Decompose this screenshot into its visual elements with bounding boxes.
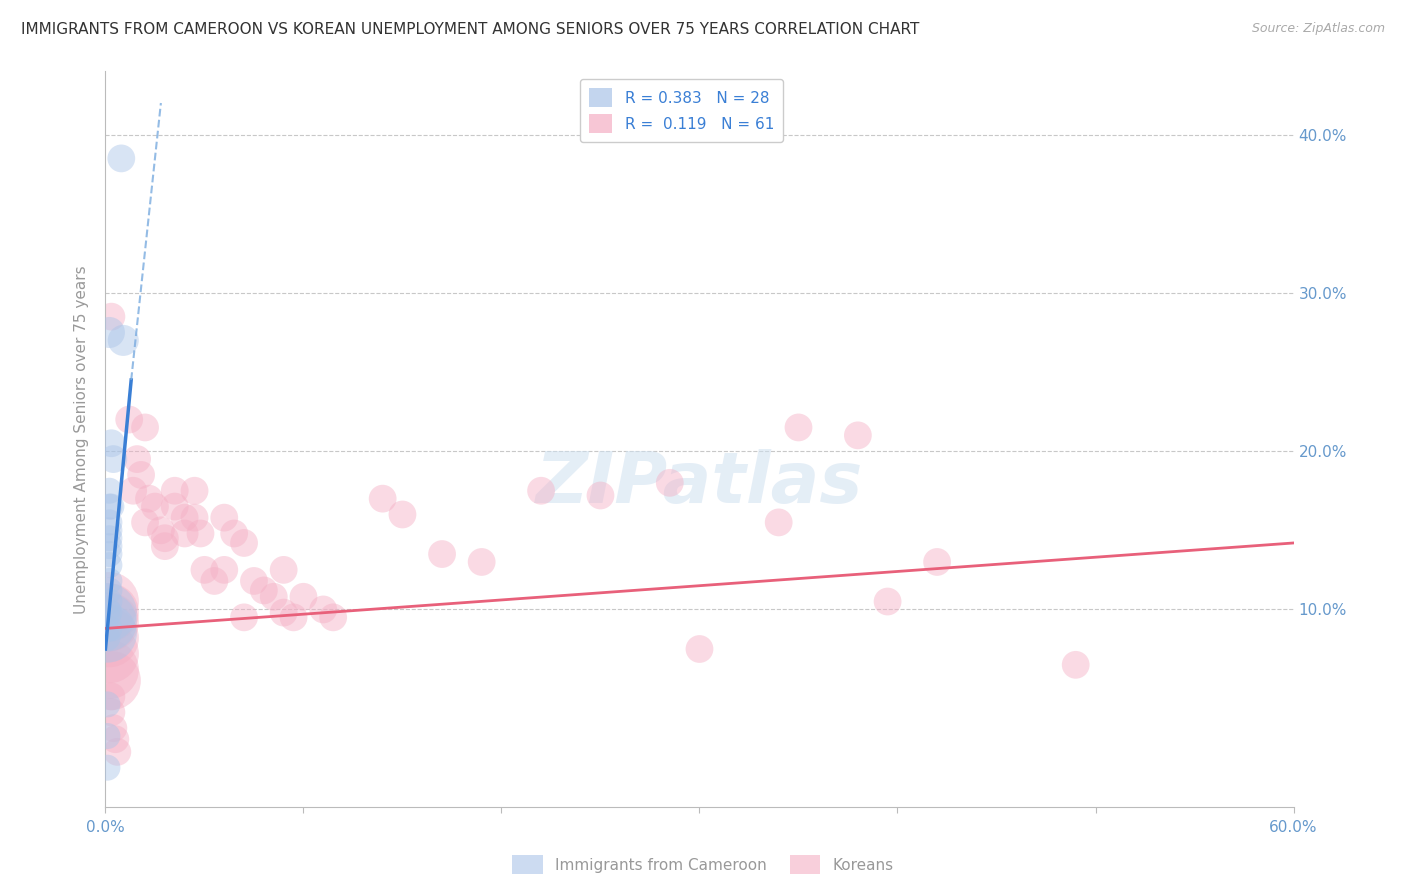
Point	[202, 574, 225, 588]
Point	[98, 524, 121, 538]
Point	[98, 539, 121, 553]
Point	[322, 610, 344, 624]
Point	[98, 647, 121, 661]
Point	[846, 428, 869, 442]
Point	[312, 602, 335, 616]
Point	[98, 594, 121, 608]
Point	[1064, 657, 1087, 672]
Point	[129, 467, 152, 482]
Point	[96, 602, 118, 616]
Legend: R = 0.383   N = 28, R =  0.119   N = 61: R = 0.383 N = 28, R = 0.119 N = 61	[581, 79, 783, 142]
Point	[153, 539, 176, 553]
Point	[233, 536, 256, 550]
Point	[183, 483, 205, 498]
Point	[96, 615, 118, 629]
Point	[100, 673, 122, 688]
Point	[104, 732, 127, 747]
Point	[98, 531, 121, 545]
Text: ZIPatlas: ZIPatlas	[536, 449, 863, 518]
Point	[391, 508, 413, 522]
Point	[530, 483, 553, 498]
Point	[98, 583, 121, 598]
Point	[253, 583, 276, 598]
Point	[273, 563, 295, 577]
Point	[214, 563, 236, 577]
Point	[658, 475, 681, 490]
Point	[112, 334, 135, 348]
Point	[589, 488, 612, 502]
Point	[134, 516, 156, 530]
Point	[96, 626, 118, 640]
Point	[100, 706, 122, 720]
Point	[98, 622, 121, 636]
Point	[283, 610, 305, 624]
Point	[103, 452, 125, 467]
Point	[96, 698, 118, 712]
Legend: Immigrants from Cameroon, Koreans: Immigrants from Cameroon, Koreans	[506, 849, 900, 880]
Point	[110, 152, 132, 166]
Point	[98, 326, 121, 340]
Point	[98, 663, 121, 677]
Point	[98, 574, 121, 588]
Point	[96, 606, 118, 620]
Point	[96, 761, 118, 775]
Point	[925, 555, 948, 569]
Point	[98, 606, 121, 620]
Point	[787, 420, 810, 434]
Point	[100, 690, 122, 704]
Point	[292, 590, 315, 604]
Point	[127, 452, 149, 467]
Point	[122, 483, 145, 498]
Point	[768, 516, 790, 530]
Point	[190, 526, 212, 541]
Point	[876, 594, 898, 608]
Point	[183, 510, 205, 524]
Text: IMMIGRANTS FROM CAMEROON VS KOREAN UNEMPLOYMENT AMONG SENIORS OVER 75 YEARS CORR: IMMIGRANTS FROM CAMEROON VS KOREAN UNEMP…	[21, 22, 920, 37]
Point	[100, 310, 122, 324]
Point	[224, 526, 246, 541]
Point	[98, 615, 121, 629]
Point	[273, 606, 295, 620]
Point	[98, 500, 121, 514]
Point	[163, 500, 186, 514]
Point	[263, 590, 285, 604]
Point	[96, 631, 118, 645]
Point	[98, 516, 121, 530]
Point	[173, 510, 195, 524]
Point	[96, 610, 118, 624]
Point	[143, 500, 166, 514]
Point	[96, 729, 118, 743]
Text: Source: ZipAtlas.com: Source: ZipAtlas.com	[1251, 22, 1385, 36]
Point	[163, 483, 186, 498]
Point	[689, 642, 711, 657]
Point	[98, 631, 121, 645]
Point	[471, 555, 494, 569]
Point	[100, 500, 122, 514]
Point	[105, 745, 128, 759]
Point	[98, 606, 121, 620]
Point	[100, 436, 122, 450]
Point	[98, 594, 121, 608]
Point	[233, 610, 256, 624]
Point	[138, 491, 160, 506]
Point	[98, 483, 121, 498]
Point	[134, 420, 156, 434]
Point	[193, 563, 215, 577]
Point	[149, 524, 172, 538]
Point	[214, 510, 236, 524]
Point	[243, 574, 266, 588]
Point	[153, 531, 176, 545]
Point	[118, 412, 141, 426]
Point	[98, 558, 121, 573]
Point	[98, 547, 121, 561]
Point	[103, 721, 125, 735]
Y-axis label: Unemployment Among Seniors over 75 years: Unemployment Among Seniors over 75 years	[75, 265, 90, 614]
Point	[173, 526, 195, 541]
Point	[430, 547, 453, 561]
Point	[371, 491, 394, 506]
